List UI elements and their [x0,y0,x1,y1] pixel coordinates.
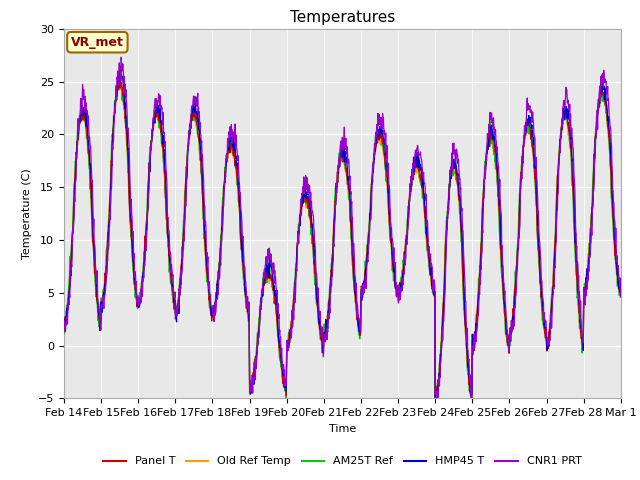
Panel T [502,324,510,330]
Panel T [429,286,436,291]
CNR1 PRT [60,319,68,325]
Panel T [184,142,192,148]
AM25T Ref [246,392,254,397]
HMP45 T [115,69,122,75]
CNR1 PRT [246,378,254,384]
Old Ref Temp [171,301,179,307]
Old Ref Temp [115,80,122,85]
Text: VR_met: VR_met [71,36,124,49]
Panel T [115,75,122,81]
HMP45 T [60,321,68,327]
CNR1 PRT [184,145,192,151]
Legend: Panel T, Old Ref Temp, AM25T Ref, HMP45 T, CNR1 PRT: Panel T, Old Ref Temp, AM25T Ref, HMP45 … [99,452,586,471]
AM25T Ref [429,290,436,296]
Old Ref Temp [616,290,624,296]
Old Ref Temp [502,324,510,329]
CNR1 PRT [117,54,125,60]
CNR1 PRT [433,408,440,414]
CNR1 PRT [616,294,624,300]
Line: HMP45 T: HMP45 T [64,72,620,401]
Panel T [468,398,476,404]
CNR1 PRT [551,265,559,271]
Old Ref Temp [184,143,192,148]
Line: Panel T: Panel T [64,78,620,401]
AM25T Ref [171,302,179,308]
HMP45 T [502,322,510,327]
Y-axis label: Temperature (C): Temperature (C) [22,168,33,259]
Panel T [246,390,254,396]
Line: AM25T Ref: AM25T Ref [64,77,620,401]
HMP45 T [429,284,436,290]
HMP45 T [431,398,439,404]
AM25T Ref [431,398,439,404]
X-axis label: Time: Time [329,424,356,433]
CNR1 PRT [429,288,436,294]
AM25T Ref [551,236,559,242]
Old Ref Temp [60,320,68,325]
AM25T Ref [502,324,510,330]
HMP45 T [184,146,192,152]
CNR1 PRT [171,295,179,301]
Old Ref Temp [468,398,476,404]
Title: Temperatures: Temperatures [290,10,395,25]
AM25T Ref [616,291,624,297]
AM25T Ref [115,74,123,80]
HMP45 T [246,391,254,396]
Line: Old Ref Temp: Old Ref Temp [64,83,620,401]
HMP45 T [551,253,559,259]
Old Ref Temp [246,387,254,393]
HMP45 T [171,300,179,305]
HMP45 T [616,285,624,291]
Old Ref Temp [551,242,559,248]
Panel T [171,300,179,306]
Line: CNR1 PRT: CNR1 PRT [64,57,620,411]
AM25T Ref [184,139,192,145]
Panel T [60,320,68,325]
CNR1 PRT [502,312,510,318]
Panel T [551,238,559,243]
Old Ref Temp [429,286,436,292]
AM25T Ref [60,331,68,336]
Panel T [616,287,624,293]
